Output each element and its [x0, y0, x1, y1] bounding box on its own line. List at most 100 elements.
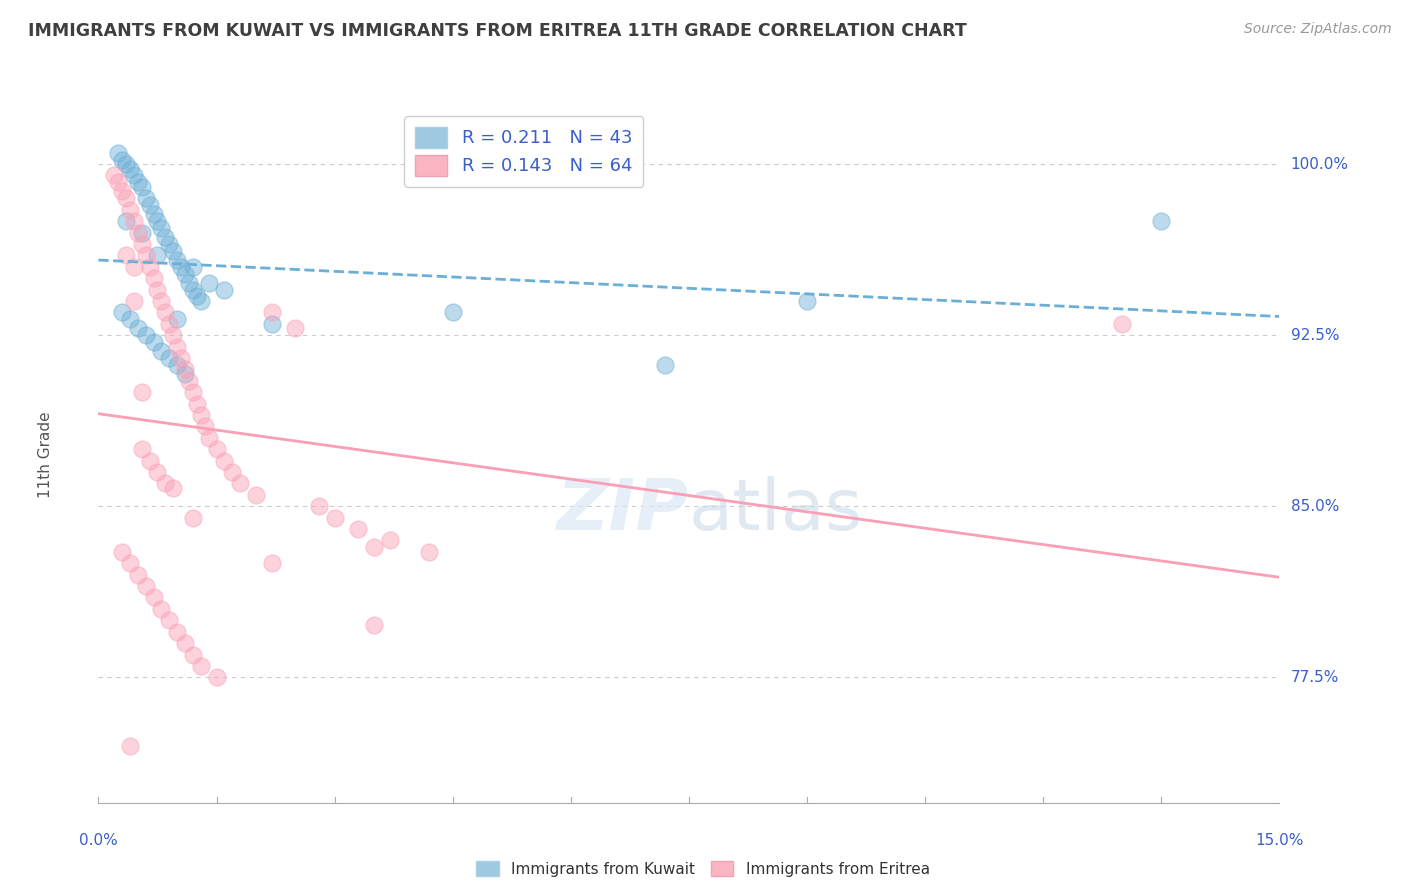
Point	[150, 602, 173, 616]
Point	[150, 221, 173, 235]
Point	[118, 161, 141, 176]
Point	[186, 289, 208, 303]
Point	[142, 591, 165, 605]
Point	[155, 476, 177, 491]
Point	[122, 260, 145, 274]
Point	[174, 367, 197, 381]
Point	[166, 252, 188, 267]
Point	[162, 481, 184, 495]
Point	[260, 556, 283, 570]
Point	[174, 636, 197, 650]
Point	[107, 175, 129, 189]
Text: 85.0%: 85.0%	[1291, 499, 1339, 514]
Point	[174, 362, 197, 376]
Point	[146, 248, 169, 262]
Point	[214, 283, 236, 297]
Point	[181, 385, 204, 400]
Point	[162, 244, 184, 258]
Point	[122, 293, 145, 308]
Point	[127, 567, 149, 582]
Point	[111, 545, 134, 559]
Point	[146, 214, 169, 228]
Point	[363, 541, 385, 555]
Point	[146, 283, 169, 297]
Point	[135, 248, 157, 262]
Point	[186, 396, 208, 410]
Legend: Immigrants from Kuwait, Immigrants from Eritrea: Immigrants from Kuwait, Immigrants from …	[468, 853, 938, 884]
Point	[166, 358, 188, 372]
Point	[138, 260, 160, 274]
Point	[1150, 214, 1173, 228]
Point	[111, 305, 134, 319]
Point	[138, 453, 160, 467]
Point	[1111, 317, 1133, 331]
Point	[441, 305, 464, 319]
Point	[103, 169, 125, 183]
Point	[157, 613, 180, 627]
Point	[260, 305, 283, 319]
Point	[197, 276, 219, 290]
Point	[107, 145, 129, 160]
Point	[146, 465, 169, 479]
Point	[111, 153, 134, 167]
Point	[363, 618, 385, 632]
Point	[118, 556, 141, 570]
Point	[122, 214, 145, 228]
Point	[157, 351, 180, 365]
Point	[118, 739, 141, 753]
Point	[155, 230, 177, 244]
Point	[115, 191, 138, 205]
Point	[118, 312, 141, 326]
Point	[131, 385, 153, 400]
Point	[142, 207, 165, 221]
Point	[131, 442, 153, 457]
Point	[229, 476, 252, 491]
Point	[181, 510, 204, 524]
Point	[142, 334, 165, 349]
Point	[111, 185, 134, 199]
Text: 15.0%: 15.0%	[1256, 833, 1303, 848]
Text: 11th Grade: 11th Grade	[38, 411, 53, 499]
Point	[418, 545, 440, 559]
Text: Source: ZipAtlas.com: Source: ZipAtlas.com	[1244, 22, 1392, 37]
Point	[150, 293, 173, 308]
Point	[135, 328, 157, 343]
Point	[245, 488, 267, 502]
Point	[654, 358, 676, 372]
Point	[170, 260, 193, 274]
Point	[115, 248, 138, 262]
Point	[177, 374, 200, 388]
Point	[135, 191, 157, 205]
Point	[347, 522, 370, 536]
Text: 77.5%: 77.5%	[1291, 670, 1339, 685]
Point	[122, 169, 145, 183]
Point	[157, 317, 180, 331]
Point	[127, 321, 149, 335]
Point	[177, 276, 200, 290]
Point	[221, 465, 243, 479]
Point	[181, 648, 204, 662]
Point	[308, 500, 330, 514]
Text: ZIP: ZIP	[557, 476, 689, 545]
Point	[378, 533, 401, 548]
Point	[162, 328, 184, 343]
Point	[150, 344, 173, 359]
Point	[190, 408, 212, 422]
Text: IMMIGRANTS FROM KUWAIT VS IMMIGRANTS FROM ERITREA 11TH GRADE CORRELATION CHART: IMMIGRANTS FROM KUWAIT VS IMMIGRANTS FRO…	[28, 22, 967, 40]
Text: atlas: atlas	[689, 476, 863, 545]
Point	[190, 293, 212, 308]
Point	[796, 293, 818, 308]
Point	[166, 340, 188, 354]
Point	[131, 180, 153, 194]
Point	[138, 198, 160, 212]
Legend: R = 0.211   N = 43, R = 0.143   N = 64: R = 0.211 N = 43, R = 0.143 N = 64	[404, 116, 643, 186]
Point	[323, 510, 346, 524]
Point	[181, 283, 204, 297]
Point	[166, 312, 188, 326]
Point	[190, 659, 212, 673]
Point	[115, 157, 138, 171]
Point	[205, 442, 228, 457]
Point	[135, 579, 157, 593]
Point	[197, 431, 219, 445]
Point	[205, 670, 228, 684]
